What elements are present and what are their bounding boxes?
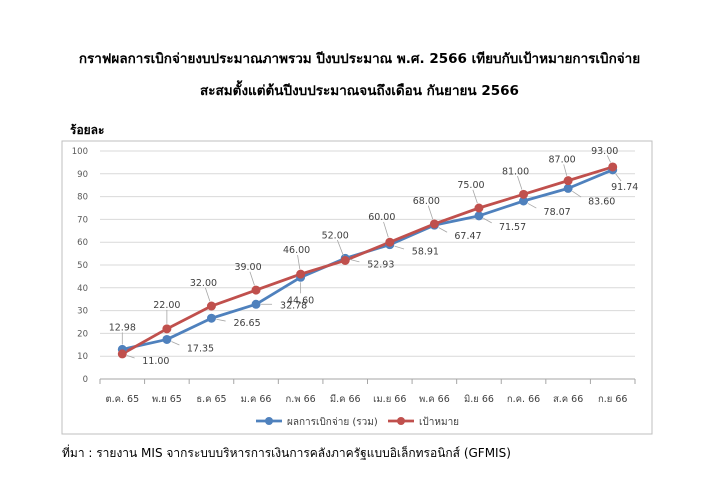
y-tick-label: 70 (77, 215, 88, 225)
chart-title-line-2: สะสมตั้งแต่ต้นปีงบประมาณจนถึงเดือน กันยา… (200, 83, 519, 99)
actual-point (563, 183, 573, 193)
actual-point (162, 334, 172, 344)
actual-data-label: 44.60 (287, 295, 314, 306)
actual-point (251, 299, 261, 309)
data-label-leader (171, 341, 180, 346)
y-tick-label: 30 (77, 307, 88, 317)
x-tick-label: เม.ย 66 (373, 394, 406, 405)
actual-data-label: 52.93 (367, 259, 394, 270)
target-point (519, 189, 529, 199)
data-label-leader (483, 217, 492, 224)
chart-title-line-1: กราฟผลการเบิกจ่ายงบประมาณภาพรวม ปีงบประม… (78, 51, 641, 67)
target-point (608, 162, 618, 172)
actual-data-label: 26.65 (233, 318, 260, 329)
data-label-leader (427, 205, 434, 220)
y-tick-label: 100 (72, 147, 88, 157)
y-tick-label: 80 (77, 193, 88, 203)
target-data-label: 68.00 (413, 196, 440, 207)
data-label-leader (349, 259, 360, 263)
legend-actual-label: ผลการเบิกจ่าย (รวม) (287, 417, 378, 428)
data-label-leader (126, 355, 135, 359)
data-label-leader (204, 287, 211, 302)
data-label-leader (572, 190, 582, 198)
target-data-label: 87.00 (549, 155, 576, 166)
legend-target-marker (397, 417, 405, 425)
actual-data-label: 78.07 (544, 207, 571, 218)
target-data-label: 39.00 (234, 262, 261, 273)
legend-actual-marker (265, 417, 273, 425)
data-label-leader (249, 271, 255, 286)
x-tick-label: พ.ย 65 (152, 394, 182, 405)
target-data-label: 46.00 (283, 245, 310, 256)
data-label-leader (336, 239, 344, 256)
x-tick-label: มี.ค 66 (330, 393, 361, 405)
data-label-leader (527, 203, 537, 209)
data-label-leader (297, 254, 301, 270)
data-label-leader (615, 173, 622, 182)
target-line (121, 165, 614, 356)
y-tick-label: 90 (77, 170, 88, 180)
actual-data-label: 91.74 (611, 182, 638, 193)
data-label-leader (563, 164, 568, 176)
actual-data-label: 58.91 (412, 247, 439, 258)
target-data-label: 60.00 (368, 212, 395, 223)
target-data-label: 22.00 (153, 300, 180, 311)
target-point (474, 203, 484, 213)
data-label-leader (438, 227, 448, 233)
y-tick-label: 10 (77, 352, 88, 362)
x-tick-label: พ.ค 66 (419, 394, 450, 405)
y-tick-label: 20 (77, 329, 88, 339)
target-point (117, 349, 127, 359)
actual-data-label: 12.98 (109, 322, 136, 333)
target-point (429, 219, 439, 229)
target-point (251, 285, 261, 295)
data-label-leader (517, 175, 523, 190)
target-data-label: 81.00 (502, 166, 529, 177)
y-tick-label: 40 (77, 284, 88, 294)
target-data-label: 32.00 (190, 278, 217, 289)
target-point (296, 269, 306, 279)
x-tick-label: มิ.ย 66 (464, 394, 494, 405)
x-tick-label: ต.ค. 65 (105, 394, 139, 405)
x-tick-label: ก.ย 66 (598, 394, 627, 405)
x-tick-label: ก.พ 66 (286, 394, 316, 405)
actual-data-label: 32.78 (280, 300, 307, 311)
data-label-leader (383, 221, 389, 238)
x-tick-label: ส.ค 66 (553, 394, 583, 405)
actual-data-label: 17.35 (187, 343, 214, 354)
target-point (385, 237, 395, 247)
actual-point (206, 313, 216, 323)
legend-target-label: เป้าหมาย (419, 416, 459, 428)
actual-data-label: 71.57 (499, 222, 526, 233)
data-label-leader (606, 155, 611, 163)
actual-data-label: 83.60 (588, 196, 615, 207)
x-tick-label: ธ.ค 65 (196, 394, 226, 405)
target-point (340, 255, 350, 265)
x-tick-label: ม.ค 66 (241, 394, 272, 405)
target-data-label: 52.00 (322, 230, 349, 241)
data-label-leader (472, 189, 478, 204)
source-note: ที่มา : รายงาน MIS จากระบบบริหารการเงินก… (62, 446, 511, 460)
y-tick-label: 60 (77, 238, 88, 248)
target-point (563, 176, 573, 186)
target-point (162, 324, 172, 334)
data-label-leader (394, 245, 405, 250)
chart-frame (61, 140, 653, 435)
y-axis-unit-label: ร้อยละ (70, 123, 105, 137)
target-data-label: 75.00 (457, 180, 484, 191)
actual-data-label: 67.47 (454, 231, 481, 242)
actual-point (474, 211, 484, 221)
target-data-label: 11.00 (142, 356, 169, 367)
target-point (206, 301, 216, 311)
target-data-label: 93.00 (591, 146, 618, 157)
data-label-leader (216, 318, 226, 322)
x-tick-label: ก.ค. 66 (507, 394, 540, 405)
y-tick-label: 50 (77, 261, 88, 271)
y-tick-label: 0 (83, 375, 88, 385)
